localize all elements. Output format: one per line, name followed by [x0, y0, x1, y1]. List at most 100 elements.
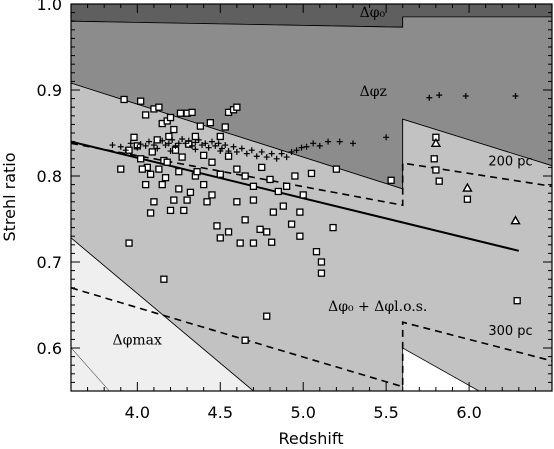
plus-point [122, 147, 129, 154]
plus-point [212, 142, 219, 149]
plus-point [230, 143, 237, 150]
square-point [160, 275, 168, 283]
square-point [166, 113, 175, 122]
square-point [146, 170, 155, 178]
plus-point [208, 138, 215, 145]
square-point [299, 191, 307, 199]
plus-point [283, 154, 290, 161]
data-points [109, 92, 521, 344]
square-point [200, 151, 208, 160]
square-point [178, 153, 186, 161]
square-point [279, 202, 287, 210]
plus-point [179, 136, 186, 143]
plus-point [202, 140, 209, 147]
square-point [221, 123, 229, 131]
square-point [258, 163, 266, 172]
square-point [153, 136, 161, 144]
square-point [150, 198, 158, 206]
plus-point [310, 140, 317, 147]
square-point [203, 198, 211, 206]
plot-frame [70, 3, 553, 392]
square-point [155, 165, 163, 173]
plus-point [137, 141, 144, 148]
square-point [249, 182, 258, 190]
square-point [256, 225, 264, 233]
plus-point [195, 136, 202, 143]
plus-point [145, 138, 152, 145]
square-point [146, 209, 155, 217]
y-axis-label: Strehl ratio [0, 152, 19, 241]
square-point [155, 103, 163, 111]
plus-point [154, 145, 161, 152]
plus-point [165, 140, 172, 147]
square-point [387, 176, 395, 184]
square-point [141, 111, 150, 119]
plus-point [238, 145, 245, 152]
square-point [282, 182, 291, 190]
square-point [233, 165, 241, 173]
square-point [137, 97, 145, 105]
dashed-line-200pc [71, 142, 552, 207]
plus-point [316, 142, 323, 149]
plus-point [142, 142, 149, 149]
dashed-line-300pc [71, 287, 552, 388]
plus-point [222, 142, 229, 149]
square-point [291, 172, 299, 180]
square-point [329, 223, 337, 232]
square-point [161, 174, 170, 182]
region-label: Δφmax [112, 333, 162, 349]
square-point [193, 168, 201, 176]
x-tick-label: 6.0 [456, 403, 481, 422]
x-tick-label: 5.0 [290, 403, 315, 422]
plus-point [462, 93, 469, 100]
square-point [208, 158, 216, 166]
square-point [213, 222, 221, 230]
plus-point [298, 144, 305, 151]
plus-point [349, 140, 356, 147]
region-delta-phi-max [71, 237, 255, 391]
square-point [216, 132, 224, 141]
plus-point [192, 139, 199, 146]
plus-point [225, 148, 232, 155]
y-tick-label: 0.6 [37, 339, 62, 358]
square-point [224, 152, 233, 160]
plus-point [248, 147, 255, 154]
region-label: Δφ₀ + Δφl.o.s. [328, 299, 427, 315]
square-point [175, 185, 183, 193]
plus-point [293, 147, 300, 154]
y-tick-label: 0.9 [37, 81, 62, 100]
square-point [249, 196, 258, 204]
plus-point [175, 140, 182, 147]
y-tick-label: 0.8 [37, 167, 62, 186]
square-point [170, 196, 178, 204]
square-point [158, 180, 166, 189]
square-point [263, 228, 271, 236]
square-point [312, 248, 321, 256]
square-point [249, 239, 258, 247]
x-tick-label: 4.5 [208, 403, 233, 422]
square-point [332, 165, 341, 173]
plus-point [253, 153, 260, 160]
square-point [196, 122, 205, 130]
y-tick-label: 1.0 [37, 0, 62, 14]
plus-point [278, 150, 285, 157]
square-point [513, 297, 521, 305]
plus-point [172, 142, 179, 149]
square-point [241, 336, 249, 344]
plus-point [215, 140, 222, 147]
square-point [120, 95, 128, 104]
square-point [317, 269, 326, 277]
plus-point [109, 142, 116, 149]
square-point [233, 103, 241, 111]
square-point [206, 119, 214, 127]
plus-point [185, 137, 192, 144]
square-point [148, 148, 156, 156]
triangle-point [430, 137, 442, 148]
region-label: Δφ₀ [360, 5, 386, 21]
square-point [274, 187, 282, 196]
square-point [186, 188, 195, 196]
square-point [307, 169, 316, 178]
plus-point [169, 136, 176, 143]
square-point [166, 206, 175, 215]
plus-point [199, 142, 206, 149]
